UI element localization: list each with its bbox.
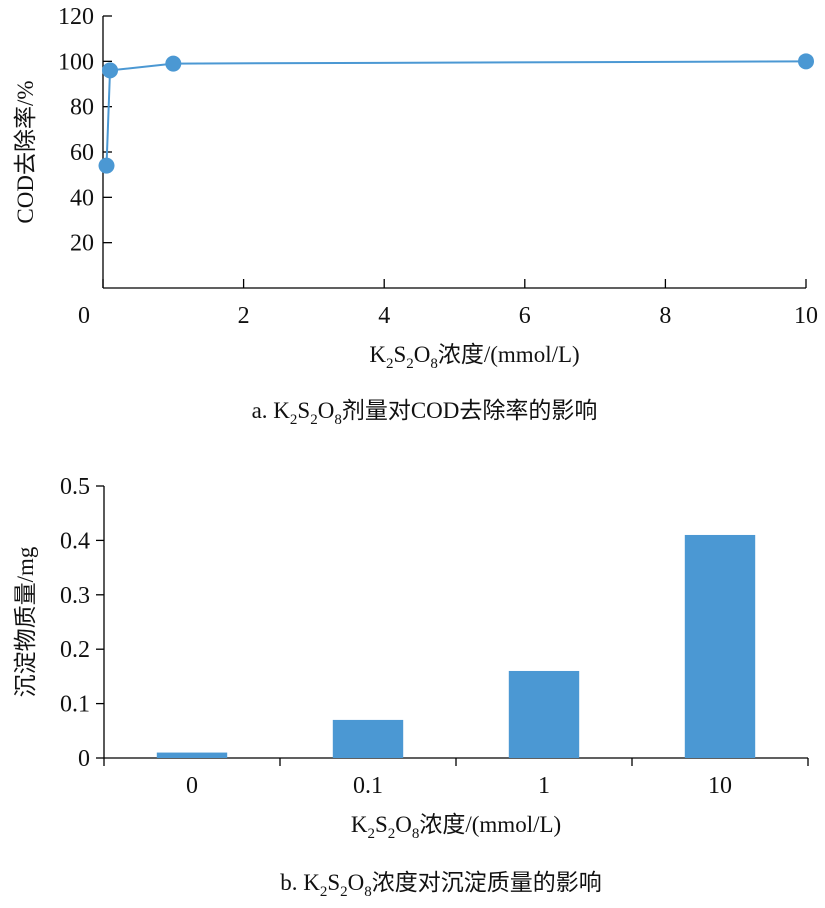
subscript: 8 [364,884,372,900]
x-tick-label: 6 [519,303,531,329]
label-part: O [348,870,365,895]
label-part: S [297,398,310,423]
y-axis-label: COD去除率/% [13,80,38,223]
x-tick-label: 2 [238,303,250,329]
y-tick-label: 0.1 [60,692,90,718]
y-tick-label: 0.2 [60,637,90,663]
label-part: 剂量对COD去除率的影响 [342,398,598,423]
label-part: S [327,870,340,895]
caption-prefix: a. [252,398,274,423]
y-tick-label: 40 [70,185,94,211]
label-part: S [393,342,406,367]
y-tick-label: 0.4 [60,528,90,554]
x-category-label: 10 [708,773,732,799]
chart-caption: a. K2S2O8剂量对COD去除率的影响 [252,398,598,428]
label-part: O [318,398,335,423]
subscript: 2 [386,356,394,372]
label-part: O [395,812,412,837]
subscript: 2 [320,884,328,900]
data-point [165,55,182,72]
bar [156,752,228,758]
y-tick-label: 100 [58,49,94,75]
x-category-label: 0.1 [353,773,383,799]
subscript: 2 [290,412,298,428]
subscript: 2 [388,826,396,842]
label-part: K [273,398,290,423]
y-axis-label: 沉淀物质量/mg [13,546,38,697]
label-part: K [351,812,368,837]
x-tick-label: 4 [378,303,390,329]
precipitate-bar-chart: 00.10.20.30.40.50 0.1 1 10沉淀物质量/mgK2S2O8浓度/… [13,474,809,900]
bar [684,534,756,758]
label-part: 浓度对沉淀质量的影响 [372,870,602,895]
label-part: 浓度/(mmol/L) [438,342,580,367]
x-category-label: 1 [538,773,550,799]
x-tick-label: 0 [78,303,90,329]
subscript: 8 [412,826,420,842]
subscript: 2 [367,826,375,842]
subscript: 2 [406,356,414,372]
label-part: K [369,342,386,367]
x-tick-label: 8 [659,303,671,329]
label-part: K [303,870,320,895]
caption-prefix: b. [280,870,303,895]
chart-caption: b. K2S2O8浓度对沉淀质量的影响 [280,870,602,900]
bar [332,719,404,758]
label-part: 浓度/(mmol/L) [419,812,561,837]
x-axis-label: K2S2O8浓度/(mmol/L) [369,342,579,372]
subscript: 8 [334,412,342,428]
label-part: O [414,342,431,367]
subscript: 8 [430,356,438,372]
data-point [798,53,814,70]
x-category-label: 0 [186,773,198,799]
y-tick-label: 60 [70,140,94,166]
label-part: S [375,812,388,837]
y-tick-label: 120 [58,4,94,30]
subscript: 2 [310,412,318,428]
x-axis-label: K2S2O8浓度/(mmol/L) [351,812,561,842]
y-tick-label: 0.5 [60,474,90,500]
series-line [105,60,807,166]
y-tick-label: 80 [70,95,94,121]
data-point [102,62,119,79]
data-point [98,157,115,174]
x-tick-label: 10 [794,303,818,329]
y-tick-label: 0 [78,746,90,772]
bar [508,670,580,758]
y-tick-label: 0.3 [60,583,90,609]
y-tick-label: 20 [70,231,94,257]
subscript: 2 [340,884,348,900]
